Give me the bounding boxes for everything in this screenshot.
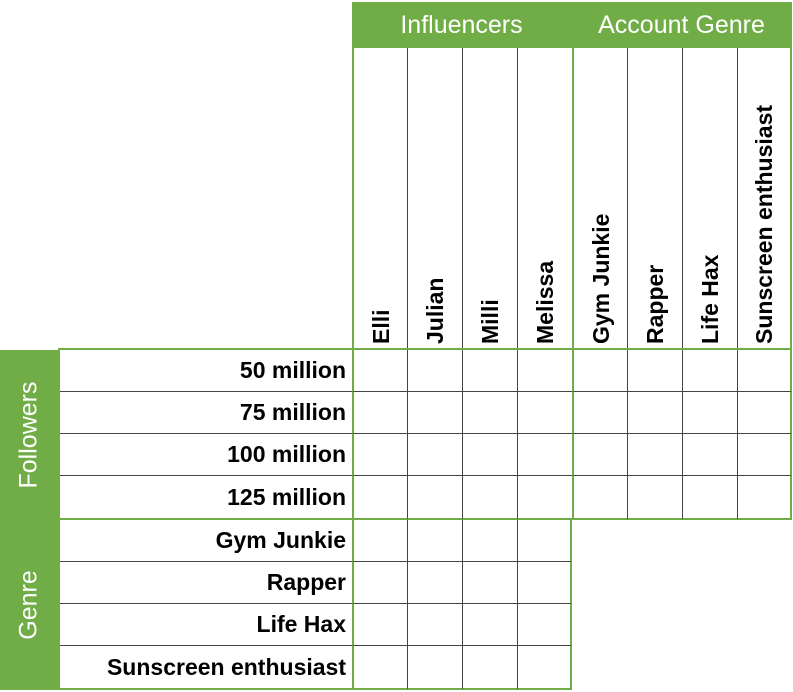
row-label: Sunscreen enthusiast (58, 646, 352, 690)
column-header-gym-junkie: Gym Junkie (572, 48, 627, 350)
grid-cell[interactable] (572, 392, 627, 434)
followers-side-label: Followers (14, 381, 43, 489)
column-header-label: Gym Junkie (587, 213, 614, 344)
column-header-label: Rapper (642, 264, 668, 344)
grid-cell[interactable] (737, 350, 792, 392)
grid-cell[interactable] (517, 434, 572, 476)
grid-cell[interactable] (352, 434, 407, 476)
grid-cell[interactable] (462, 520, 517, 562)
grid-cell[interactable] (462, 604, 517, 646)
grid-cell[interactable] (682, 350, 737, 392)
account-genre-header: Account Genre (571, 2, 792, 48)
grid-cell[interactable] (407, 646, 462, 690)
grid-border (58, 348, 792, 350)
grid-cell[interactable] (517, 604, 572, 646)
row-label: Rapper (58, 562, 352, 604)
column-header-milli: Milli (462, 48, 517, 350)
row-label: Life Hax (58, 604, 352, 646)
grid-cell[interactable] (352, 562, 407, 604)
grid-cell[interactable] (462, 476, 517, 520)
grid-cell[interactable] (462, 392, 517, 434)
column-header-label: Life Hax (697, 254, 723, 344)
column-header-label: Melissa (532, 260, 558, 344)
grid-cell[interactable] (352, 392, 407, 434)
row-label: Gym Junkie (58, 520, 352, 562)
column-header-label: Sunscreen enthusiast (751, 104, 777, 344)
row-label: 50 million (58, 350, 352, 392)
column-header-julian: Julian (407, 48, 462, 350)
row-label: 75 million (58, 392, 352, 434)
grid-cell[interactable] (407, 562, 462, 604)
grid-cell[interactable] (407, 350, 462, 392)
grid-border (58, 350, 60, 690)
column-header-label: Milli (477, 299, 503, 344)
grid-cell[interactable] (517, 350, 572, 392)
grid-cell[interactable] (462, 646, 517, 690)
column-header-sunscreen-enthusiast: Sunscreen enthusiast (737, 48, 792, 350)
genre-side-label: Genre (14, 570, 43, 640)
grid-cell[interactable] (352, 520, 407, 562)
grid-cell[interactable] (462, 350, 517, 392)
grid-cell[interactable] (517, 646, 572, 690)
grid-cell[interactable] (352, 476, 407, 520)
row-label: 125 million (58, 476, 352, 520)
grid-cell[interactable] (737, 476, 792, 520)
column-header-melissa: Melissa (517, 48, 572, 350)
row-label: 100 million (58, 434, 352, 476)
grid-cell[interactable] (407, 476, 462, 520)
grid-cell[interactable] (682, 434, 737, 476)
grid-cell[interactable] (627, 350, 682, 392)
grid-cell[interactable] (407, 434, 462, 476)
grid-cell[interactable] (517, 520, 572, 562)
influencers-header: Influencers (352, 2, 571, 48)
grid-cell[interactable] (517, 476, 572, 520)
grid-cell[interactable] (682, 476, 737, 520)
grid-cell[interactable] (572, 350, 627, 392)
account-genre-header-label: Account Genre (598, 10, 765, 39)
grid-cell[interactable] (407, 520, 462, 562)
grid-cell[interactable] (517, 562, 572, 604)
grid-cell[interactable] (737, 392, 792, 434)
grid-cell[interactable] (407, 604, 462, 646)
grid-cell[interactable] (407, 392, 462, 434)
grid-cell[interactable] (627, 434, 682, 476)
column-header-life-hax: Life Hax (682, 48, 737, 350)
grid-cell[interactable] (352, 604, 407, 646)
grid-cell[interactable] (572, 476, 627, 520)
grid-cell[interactable] (462, 562, 517, 604)
grid-cell[interactable] (627, 476, 682, 520)
grid-cell[interactable] (627, 392, 682, 434)
followers-side-header: Followers (0, 350, 58, 520)
column-header-rapper: Rapper (627, 48, 682, 350)
grid-cell[interactable] (462, 434, 517, 476)
influencers-header-label: Influencers (400, 10, 523, 39)
grid-cell[interactable] (517, 392, 572, 434)
genre-side-header: Genre (0, 520, 58, 690)
grid-cell[interactable] (352, 350, 407, 392)
column-header-label: Julian (422, 277, 448, 344)
column-header-label: Elli (367, 309, 394, 344)
grid-cell[interactable] (737, 434, 792, 476)
grid-cell[interactable] (352, 646, 407, 690)
column-header-elli: Elli (352, 48, 407, 350)
grid-cell[interactable] (682, 392, 737, 434)
grid-cell[interactable] (572, 434, 627, 476)
